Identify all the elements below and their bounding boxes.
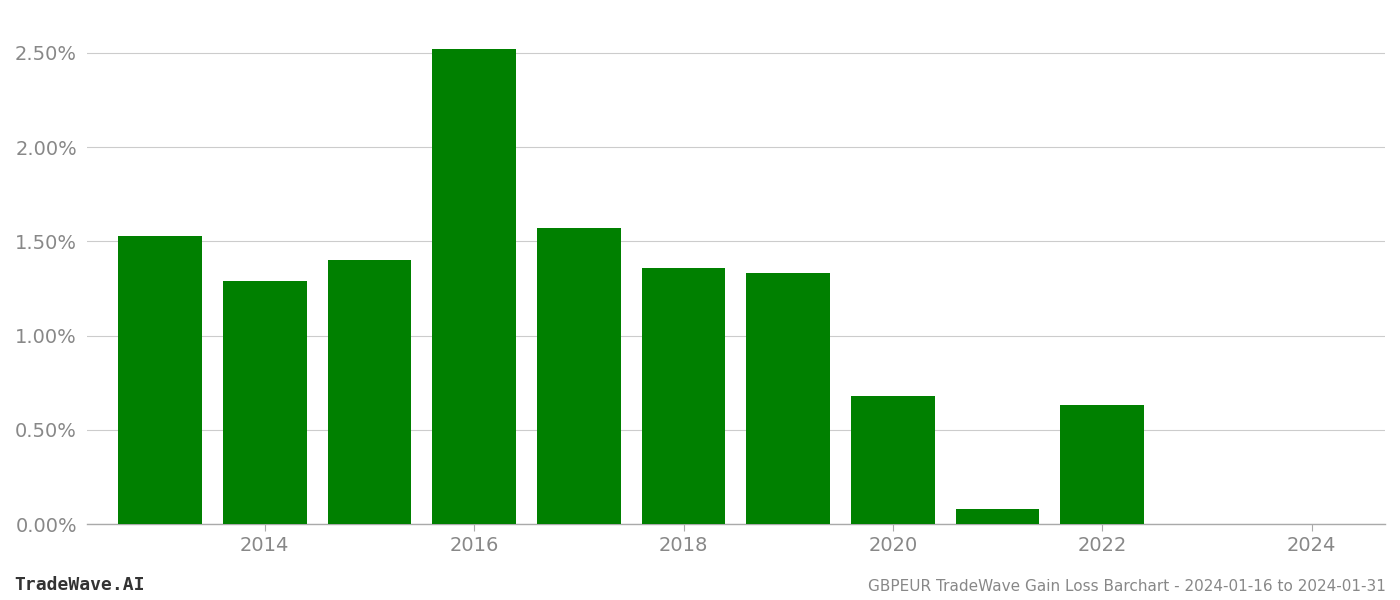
Bar [433,49,517,524]
Text: TradeWave.AI: TradeWave.AI [14,576,144,594]
Bar [118,236,202,524]
Bar [223,281,307,524]
Bar [746,274,830,524]
Text: GBPEUR TradeWave Gain Loss Barchart - 2024-01-16 to 2024-01-31: GBPEUR TradeWave Gain Loss Barchart - 20… [868,579,1386,594]
Bar [1060,406,1144,524]
Bar [538,228,620,524]
Bar [956,509,1039,524]
Bar [641,268,725,524]
Bar [328,260,412,524]
Bar [851,396,935,524]
